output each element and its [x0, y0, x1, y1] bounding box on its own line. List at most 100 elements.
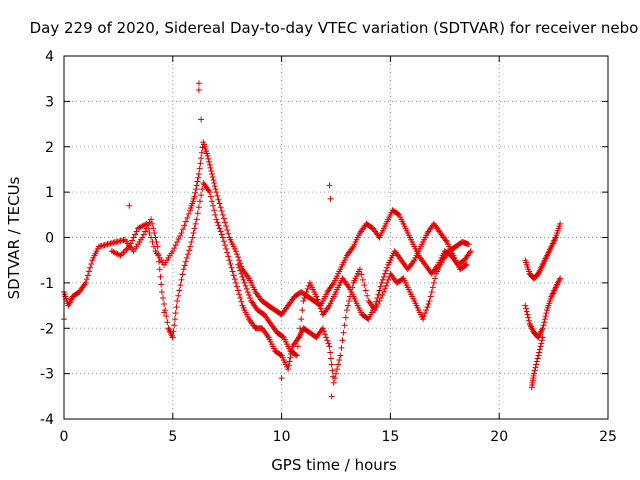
- x-tick-label: 0: [60, 429, 69, 445]
- data-point: [523, 305, 530, 312]
- data-point: [321, 328, 328, 335]
- data-point: [531, 367, 538, 374]
- data-point: [538, 337, 545, 344]
- data-point: [84, 272, 91, 279]
- data-point: [296, 334, 303, 341]
- y-tick-label: 0: [45, 231, 54, 247]
- data-point: [375, 291, 382, 298]
- data-point: [205, 155, 212, 162]
- data-point: [198, 192, 205, 199]
- data-point: [208, 198, 215, 205]
- data-point: [175, 292, 182, 299]
- data-point: [327, 195, 334, 202]
- data-point: [380, 273, 387, 280]
- data-point: [185, 211, 192, 218]
- data-point: [207, 164, 214, 171]
- data-point: [197, 198, 203, 205]
- y-tick-label: 3: [45, 94, 54, 110]
- data-point: [164, 319, 171, 326]
- data-point: [240, 276, 247, 283]
- data-point: [362, 287, 369, 294]
- data-point: [523, 308, 530, 315]
- y-tick-label: 2: [45, 140, 54, 156]
- data-point: [195, 204, 202, 211]
- data-point: [222, 219, 229, 226]
- data-point: [327, 355, 334, 362]
- x-tick-label: 5: [168, 429, 177, 445]
- data-point: [331, 375, 338, 382]
- data-point: [294, 343, 301, 350]
- data-point: [315, 299, 322, 306]
- data-point: [132, 231, 139, 238]
- data-point: [237, 295, 244, 301]
- data-point: [225, 230, 232, 237]
- data-point: [463, 261, 470, 268]
- data-point: [191, 225, 198, 232]
- data-point: [204, 152, 211, 159]
- data-point: [158, 281, 165, 288]
- data-point: [158, 288, 165, 295]
- data-point: [243, 285, 250, 292]
- data-point: [214, 219, 221, 226]
- data-point: [212, 211, 219, 218]
- data-point: [543, 310, 550, 317]
- data-point: [338, 344, 345, 351]
- data-point: [124, 245, 131, 252]
- data-point: [239, 273, 246, 280]
- data-point: [539, 334, 546, 341]
- data-point: [247, 295, 254, 301]
- data-point: [229, 268, 236, 275]
- data-point: [179, 271, 186, 278]
- data-point: [182, 218, 189, 225]
- data-point: [364, 292, 371, 299]
- data-point: [333, 370, 339, 377]
- data-point: [160, 295, 167, 301]
- data-point: [206, 161, 213, 168]
- data-point: [87, 264, 94, 271]
- data-point: [88, 260, 95, 267]
- data-point: [193, 182, 200, 189]
- data-point: [175, 236, 182, 243]
- data-point: [344, 302, 351, 309]
- data-point: [172, 310, 179, 317]
- data-point: [223, 245, 230, 252]
- data-point: [194, 210, 201, 217]
- data-point: [557, 275, 564, 282]
- data-point: [216, 225, 223, 232]
- data-point: [424, 304, 431, 311]
- data-point: [226, 257, 233, 264]
- y-tick-label: -4: [40, 412, 54, 428]
- data-point: [127, 240, 134, 247]
- data-point: [210, 202, 217, 209]
- data-point: [150, 243, 157, 250]
- x-tick-label: 20: [490, 429, 508, 445]
- data-point: [232, 279, 239, 286]
- data-point: [195, 174, 202, 181]
- data-point: [524, 311, 531, 318]
- data-point: [173, 304, 180, 311]
- data-point: [171, 316, 178, 323]
- data-point: [172, 242, 179, 249]
- data-point: [161, 309, 168, 316]
- data-point: [358, 271, 365, 278]
- data-point: [119, 251, 126, 258]
- data-point: [356, 266, 363, 273]
- data-point: [395, 211, 402, 218]
- data-point: [225, 253, 232, 260]
- data-point: [232, 248, 239, 255]
- data-point: [192, 220, 199, 227]
- data-point: [142, 221, 149, 228]
- data-point: [171, 245, 178, 252]
- data-point: [235, 261, 242, 268]
- data-point: [224, 226, 231, 233]
- data-point: [86, 268, 93, 275]
- data-point: [317, 305, 324, 312]
- data-point: [181, 262, 188, 269]
- y-tick-label: -1: [40, 276, 54, 292]
- data-point: [198, 116, 205, 123]
- data-point: [218, 231, 225, 238]
- data-point: [319, 325, 326, 332]
- data-point: [542, 313, 549, 320]
- data-point: [206, 158, 213, 165]
- data-point: [285, 362, 292, 369]
